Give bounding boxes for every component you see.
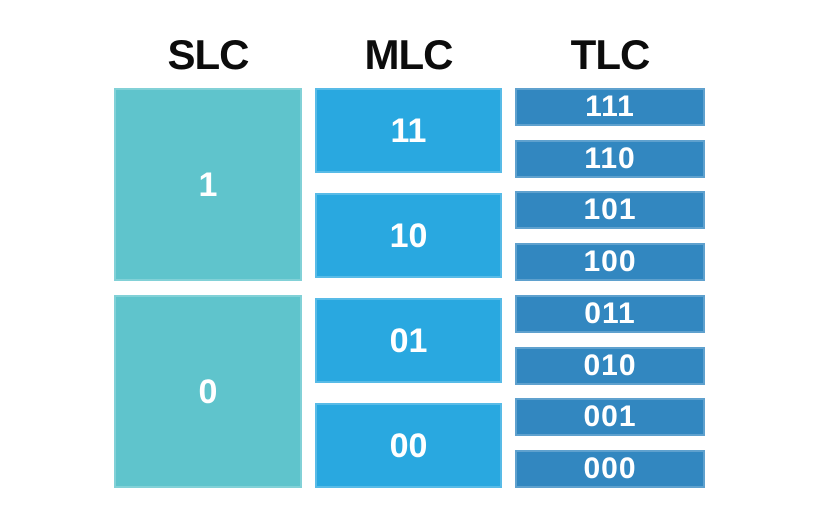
tlc-column-header: TLC	[570, 31, 651, 78]
mlc-cell-01: 01	[315, 298, 502, 383]
tlc-cell-010: 010	[515, 346, 705, 385]
slc-column: SLC 1 0	[114, 0, 302, 488]
tlc-cell-000: 000	[515, 449, 705, 488]
mlc-cell-00: 00	[315, 403, 502, 488]
tlc-column: TLC 111 110 101 100 011 010 001 000	[515, 0, 705, 488]
tlc-cell-111: 111	[515, 88, 705, 126]
mlc-cell-stack: 11 10 01 00	[315, 88, 502, 488]
tlc-cell-stack: 111 110 101 100 011 010 001 000	[515, 88, 705, 488]
mlc-cell-11: 11	[315, 88, 502, 173]
mlc-column-header: MLC	[364, 31, 454, 78]
flash-memory-cell-diagram: SLC 1 0 MLC 11 10 01 00 TLC 111 110 101 …	[114, 0, 705, 488]
mlc-cell-10: 10	[315, 193, 502, 278]
slc-cell-1: 1	[114, 88, 302, 281]
tlc-cell-100: 100	[515, 243, 705, 282]
tlc-cell-101: 101	[515, 191, 705, 230]
slc-cell-0: 0	[114, 295, 302, 488]
tlc-cell-011: 011	[515, 294, 705, 333]
mlc-column: MLC 11 10 01 00	[315, 0, 502, 488]
slc-cell-stack: 1 0	[114, 88, 302, 488]
tlc-cell-001: 001	[515, 398, 705, 437]
tlc-cell-110: 110	[515, 139, 705, 178]
slc-column-header: SLC	[167, 31, 250, 78]
